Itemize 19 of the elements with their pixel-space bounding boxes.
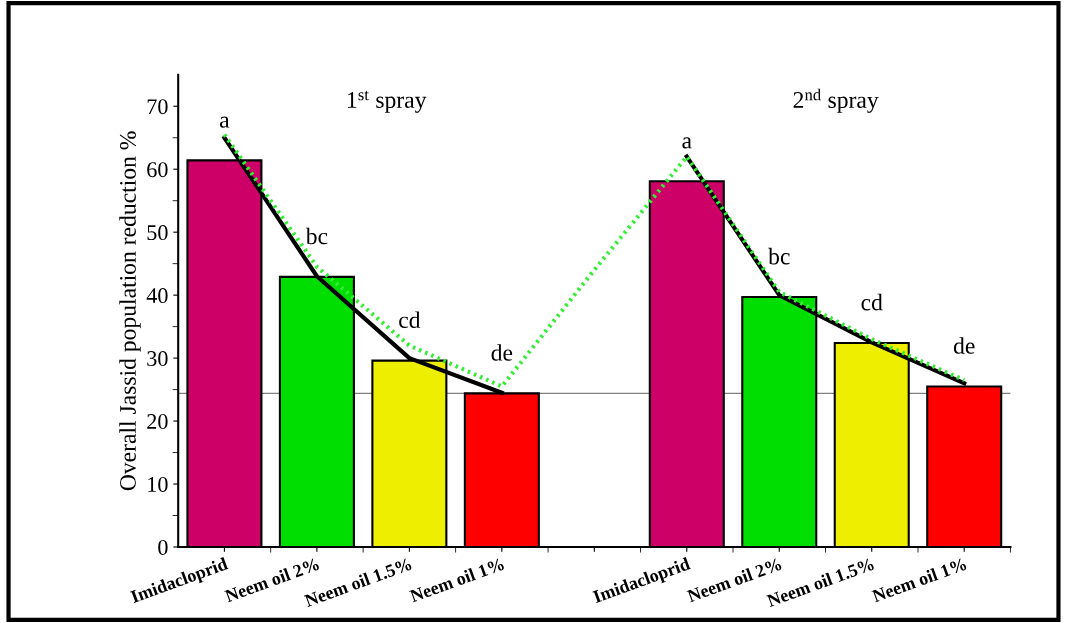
y-tick-label: 60 bbox=[147, 162, 168, 178]
y-tick-label: 70 bbox=[147, 99, 168, 115]
annotation: 2$^{nd}$ spray bbox=[793, 88, 879, 113]
data-label: cd bbox=[861, 293, 883, 311]
data-label: cd bbox=[399, 311, 421, 329]
data-label: bc bbox=[768, 247, 790, 265]
annotation: 1$^{st}$ spray bbox=[347, 90, 427, 113]
y-tick-label: 20 bbox=[147, 414, 168, 429]
y-tick-label: 0 bbox=[158, 539, 168, 555]
data-label: de bbox=[953, 337, 975, 354]
data-label: de bbox=[491, 344, 513, 361]
data-label: a bbox=[220, 116, 230, 128]
y-tick-label: 40 bbox=[146, 288, 168, 304]
data-label: a bbox=[682, 137, 692, 149]
data-label: bc bbox=[305, 227, 328, 245]
y-tick-label: 10 bbox=[148, 476, 168, 492]
y-axis-title: Overall Jassid population reduction % bbox=[119, 131, 141, 491]
y-tick-label: 50 bbox=[147, 225, 168, 241]
y-tick-label: 30 bbox=[147, 351, 168, 367]
